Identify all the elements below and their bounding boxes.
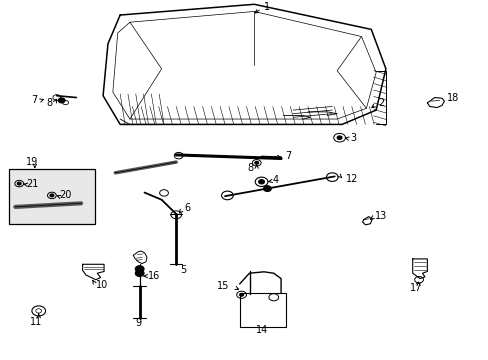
Text: 8: 8: [247, 163, 253, 173]
Text: 16: 16: [148, 271, 160, 281]
Text: 14: 14: [256, 325, 268, 335]
Text: 8: 8: [46, 98, 52, 108]
Text: 15: 15: [216, 281, 228, 291]
Text: 1: 1: [264, 2, 269, 12]
Circle shape: [135, 266, 144, 272]
Circle shape: [50, 194, 54, 197]
Text: 12: 12: [345, 174, 358, 184]
Circle shape: [135, 270, 144, 276]
Text: 2: 2: [378, 98, 384, 108]
Circle shape: [263, 186, 271, 192]
Text: 7: 7: [285, 151, 291, 161]
Text: 3: 3: [350, 133, 356, 143]
Bar: [9, 168, 95, 224]
Text: 11: 11: [30, 317, 42, 327]
Text: 9: 9: [135, 319, 142, 328]
Text: 19: 19: [26, 157, 39, 167]
Circle shape: [17, 182, 21, 185]
Text: 5: 5: [180, 265, 186, 275]
Text: 10: 10: [96, 280, 108, 290]
Text: 18: 18: [447, 93, 459, 103]
Text: 6: 6: [183, 203, 190, 213]
Text: 13: 13: [374, 211, 386, 221]
Bar: [239, 293, 285, 327]
Circle shape: [239, 293, 243, 296]
Text: 7: 7: [31, 95, 37, 105]
Text: 4: 4: [272, 175, 278, 185]
Text: 21: 21: [26, 179, 39, 189]
Circle shape: [258, 180, 264, 184]
Text: 17: 17: [409, 283, 422, 293]
Circle shape: [254, 161, 258, 164]
Circle shape: [336, 136, 341, 139]
Circle shape: [58, 98, 65, 103]
Text: 20: 20: [59, 190, 71, 200]
